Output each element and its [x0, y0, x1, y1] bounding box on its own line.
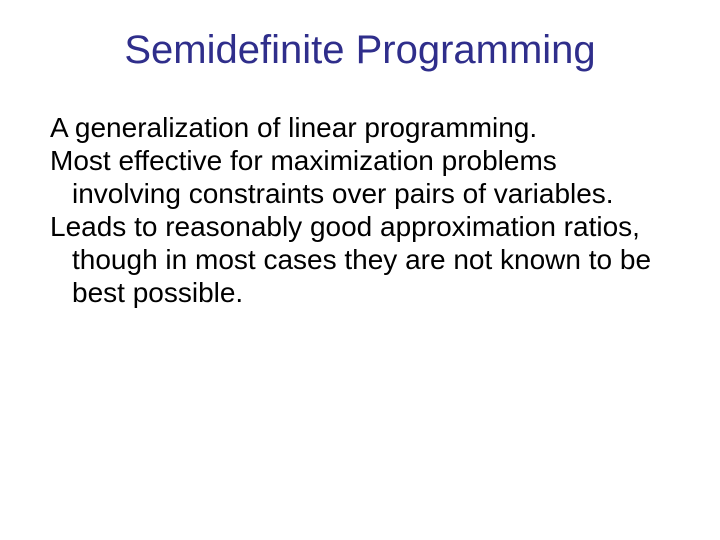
slide-title: Semidefinite Programming — [40, 28, 680, 73]
paragraph-1: A generalization of linear programming. — [50, 111, 660, 144]
paragraph-2: Most effective for maximization problems… — [50, 144, 660, 210]
paragraph-3: Leads to reasonably good approximation r… — [50, 210, 660, 309]
slide: Semidefinite Programming A generalizatio… — [0, 0, 720, 540]
slide-body: A generalization of linear programming. … — [40, 111, 680, 309]
